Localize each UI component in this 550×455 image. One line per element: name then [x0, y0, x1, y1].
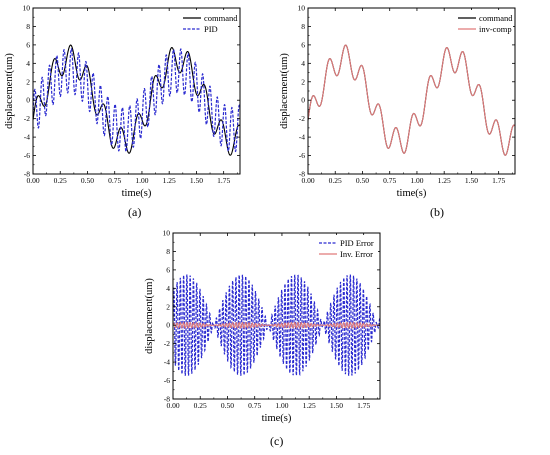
x-tick-label: 0.75 [108, 176, 121, 185]
y-tick-label: 6 [301, 40, 305, 49]
legend-box [455, 10, 513, 38]
y-tick-label: 2 [166, 302, 170, 311]
y-tick-label: 0 [26, 96, 30, 105]
y-tick-label: 8 [166, 247, 170, 256]
x-tick-label: 0.75 [248, 401, 261, 410]
y-tick-label: 10 [23, 4, 31, 13]
chart-panel-b: 0.00 0.25 0.50 0.75 1.00 1.25 1.50 1.75 -8 -6 -4 -2… [279, 4, 516, 199]
legend-label: command [204, 13, 238, 23]
x-tick-label: 0.50 [81, 176, 94, 185]
y-tick-label: -6 [164, 376, 170, 385]
x-tick-label: 1.50 [465, 176, 478, 185]
chart-panel-c: 0.00 0.25 0.50 0.75 1.00 1.25 1.50 1.75 -8 -6 -4 -2… [144, 229, 381, 424]
y-tick-label: -2 [164, 339, 170, 348]
legend-label: inv-comp [479, 24, 512, 34]
x-tick-label: 0.00 [301, 176, 314, 185]
caption-c: (c) [270, 434, 284, 448]
caption-a: (a) [128, 205, 142, 219]
x-tick-label: 0.75 [383, 176, 396, 185]
series-line-command [308, 44, 515, 156]
y-tick-label: -2 [299, 114, 305, 123]
x-tick-label: 1.25 [438, 176, 451, 185]
y-tick-label: -6 [24, 151, 30, 160]
y-tick-label: -4 [164, 358, 170, 367]
series-line-command [33, 44, 240, 156]
x-axis-label: time(s) [122, 188, 152, 199]
y-tick-label: 8 [301, 22, 305, 31]
x-tick-label: 1.25 [163, 176, 176, 185]
y-tick-label: 0 [166, 321, 170, 330]
x-tick-label: 1.00 [410, 176, 423, 185]
x-tick-label: 1.25 [303, 401, 316, 410]
y-tick-label: 2 [26, 77, 30, 86]
legend-label: command [479, 13, 513, 23]
x-tick-label: 0.25 [54, 176, 67, 185]
series-line-pid-error [173, 274, 380, 377]
y-tick-label: 6 [26, 40, 30, 49]
x-tick-label: 0.00 [26, 176, 39, 185]
y-axis-label: displacement(um) [144, 278, 155, 354]
y-tick-label: 4 [301, 59, 305, 68]
x-tick-label: 1.75 [357, 401, 370, 410]
x-tick-label: 1.75 [217, 176, 230, 185]
x-tick-label: 1.00 [135, 176, 148, 185]
y-tick-label: -2 [24, 114, 30, 123]
y-tick-label: -8 [299, 170, 305, 179]
x-tick-label: 0.25 [329, 176, 342, 185]
y-tick-label: 0 [301, 96, 305, 105]
y-tick-label: -8 [164, 395, 170, 404]
legend-box [316, 235, 378, 263]
series-line-inv-error [173, 321, 380, 329]
y-axis-label: displacement(um) [279, 53, 290, 129]
x-tick-label: 1.50 [190, 176, 203, 185]
y-tick-label: 4 [26, 59, 30, 68]
y-tick-label: -8 [24, 170, 30, 179]
y-tick-label: -4 [24, 133, 30, 142]
legend-label: PID Error [340, 238, 374, 248]
y-tick-label: 10 [163, 229, 171, 238]
y-tick-label: -4 [299, 133, 305, 142]
x-tick-label: 0.50 [356, 176, 369, 185]
x-tick-label: 0.50 [221, 401, 234, 410]
y-axis-label: displacement(um) [4, 53, 15, 129]
caption-b: (b) [430, 205, 444, 219]
y-tick-label: 6 [166, 265, 170, 274]
x-axis-label: time(s) [397, 188, 427, 199]
chart-panel-a: 0.00 0.25 0.50 0.75 1.00 1.25 1.50 1.75 -8 -6 -4 -2… [4, 4, 241, 199]
y-tick-label: 2 [301, 77, 305, 86]
x-tick-label: 1.50 [330, 401, 343, 410]
legend-label: Inv. Error [340, 249, 373, 259]
series-line-pid [33, 47, 240, 153]
legend-box [180, 10, 238, 38]
x-tick-label: 0.00 [166, 401, 179, 410]
x-axis-label: time(s) [262, 413, 292, 424]
x-tick-label: 1.00 [275, 401, 288, 410]
y-tick-label: -6 [299, 151, 305, 160]
y-tick-label: 10 [298, 4, 306, 13]
x-tick-label: 1.75 [492, 176, 505, 185]
y-tick-label: 8 [26, 22, 30, 31]
legend-label: PID [204, 24, 218, 34]
x-tick-label: 0.25 [194, 401, 207, 410]
y-tick-label: 4 [166, 284, 170, 293]
series-line-inv-comp [308, 44, 515, 156]
